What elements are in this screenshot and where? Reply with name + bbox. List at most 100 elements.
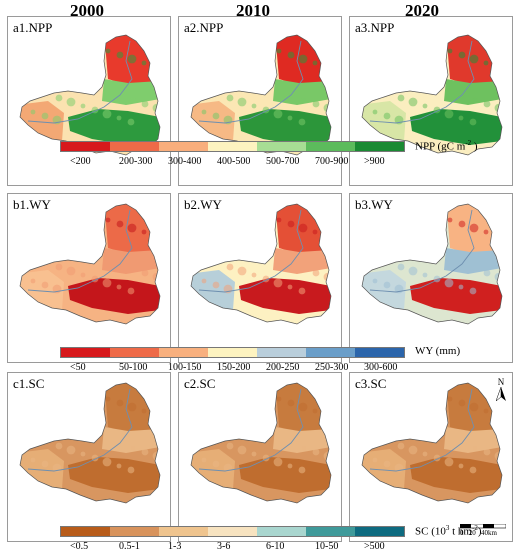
middle-band (444, 248, 502, 274)
texture-dot (201, 214, 209, 222)
texture-dot (66, 97, 76, 107)
texture-dot (127, 287, 135, 295)
legend-swatch (208, 142, 257, 151)
legend-wy: <50 50-100 100-150 150-200 200-250 250-300 300… (60, 345, 525, 377)
legend-swatch (61, 527, 110, 536)
map-c3 (361, 382, 503, 504)
texture-dot (127, 118, 135, 126)
texture-dot (472, 445, 478, 451)
unit-end: t hm (449, 525, 472, 538)
basin-outline (19, 203, 161, 325)
texture-dot (55, 263, 63, 271)
texture-dot (362, 42, 367, 48)
texture-dot (298, 223, 308, 233)
texture-dot (91, 390, 101, 400)
texture-dot (422, 272, 428, 278)
texture-dot (41, 396, 51, 406)
panel-label: a3.NPP (355, 20, 395, 35)
middle-band (273, 427, 331, 453)
texture-dot (494, 232, 502, 240)
texture-dot (248, 229, 258, 239)
texture-dot (130, 445, 136, 451)
panel-label: a2.NPP (184, 20, 224, 35)
texture-dot (30, 45, 38, 53)
texture-dot (469, 287, 477, 295)
legend-class-label: 500-700 (266, 156, 300, 167)
texture-dot (41, 217, 51, 227)
texture-dot (226, 54, 232, 60)
texture-dot (433, 390, 443, 400)
unit-sup: 3 (445, 524, 450, 532)
texture-dot (116, 115, 122, 121)
legend-swatch (257, 348, 306, 357)
texture-dot (152, 232, 160, 240)
legend-class-label: 300-600 (364, 362, 398, 373)
middle-band (273, 79, 331, 105)
legend-swatch (61, 348, 110, 357)
texture-dot (447, 217, 453, 223)
texture-dot (273, 457, 283, 467)
texture-dot (141, 269, 149, 277)
texture-dot (312, 269, 320, 277)
texture-dot (372, 45, 380, 53)
legend-class-label: 3-6 (217, 541, 231, 552)
map-panel-b2: b2.WY (178, 193, 342, 363)
legend-swatch (110, 527, 159, 536)
panel-label: c2.SC (184, 376, 216, 391)
texture-dot (55, 54, 61, 60)
legend-swatch (306, 527, 355, 536)
texture-dot (226, 94, 234, 102)
texture-dot (287, 115, 293, 121)
texture-dot (262, 390, 272, 400)
texture-dot (383, 396, 393, 406)
year-header-2010: 2010 (236, 1, 270, 20)
river-line (27, 40, 133, 124)
south-zone (239, 457, 331, 493)
basin-outline (190, 382, 332, 504)
texture-dot (458, 399, 466, 407)
basin-outline (190, 203, 332, 325)
texture-dot (262, 66, 268, 72)
texture-dot (212, 460, 220, 468)
texture-dot (66, 226, 74, 234)
texture-dot (201, 109, 207, 115)
texture-dot (30, 109, 36, 115)
texture-dot (469, 466, 477, 474)
legend-class-label: >500 (364, 541, 385, 552)
panel-label: b3.WY (355, 197, 393, 212)
texture-dot (408, 266, 418, 276)
north-label: N (497, 377, 505, 387)
legend-class-label: 200-250 (266, 362, 300, 373)
river-line (27, 388, 133, 472)
texture-dot (397, 263, 405, 271)
map-a2 (190, 34, 332, 156)
map-c1 (19, 382, 161, 504)
texture-dot (248, 60, 258, 70)
unit-end-2: ) (477, 525, 482, 538)
texture-dot (141, 229, 147, 235)
texture-dot (201, 393, 209, 401)
texture-dot (116, 220, 124, 228)
legend-class-label: 50-100 (119, 362, 148, 373)
legend-class-label: 250-300 (315, 362, 349, 373)
legend-swatch (306, 348, 355, 357)
texture-dot (408, 57, 416, 65)
texture-dot (191, 42, 196, 48)
texture-dot (419, 60, 429, 70)
scale-bar-shape (460, 524, 506, 529)
south-zone (239, 109, 331, 145)
texture-dot (397, 402, 403, 408)
legend-unit-npp: NPP (gC m-2 ) (415, 139, 478, 153)
texture-dot (212, 112, 220, 120)
texture-dot (212, 48, 222, 58)
map-b1 (19, 203, 161, 325)
texture-dot (397, 94, 405, 102)
map-a1 (19, 34, 161, 156)
map-c2 (190, 382, 332, 504)
texture-dot (55, 94, 63, 102)
middle-band (444, 79, 502, 105)
texture-dot (141, 448, 149, 456)
texture-dot (212, 396, 222, 406)
texture-dot (483, 100, 491, 108)
river-line (198, 40, 304, 124)
